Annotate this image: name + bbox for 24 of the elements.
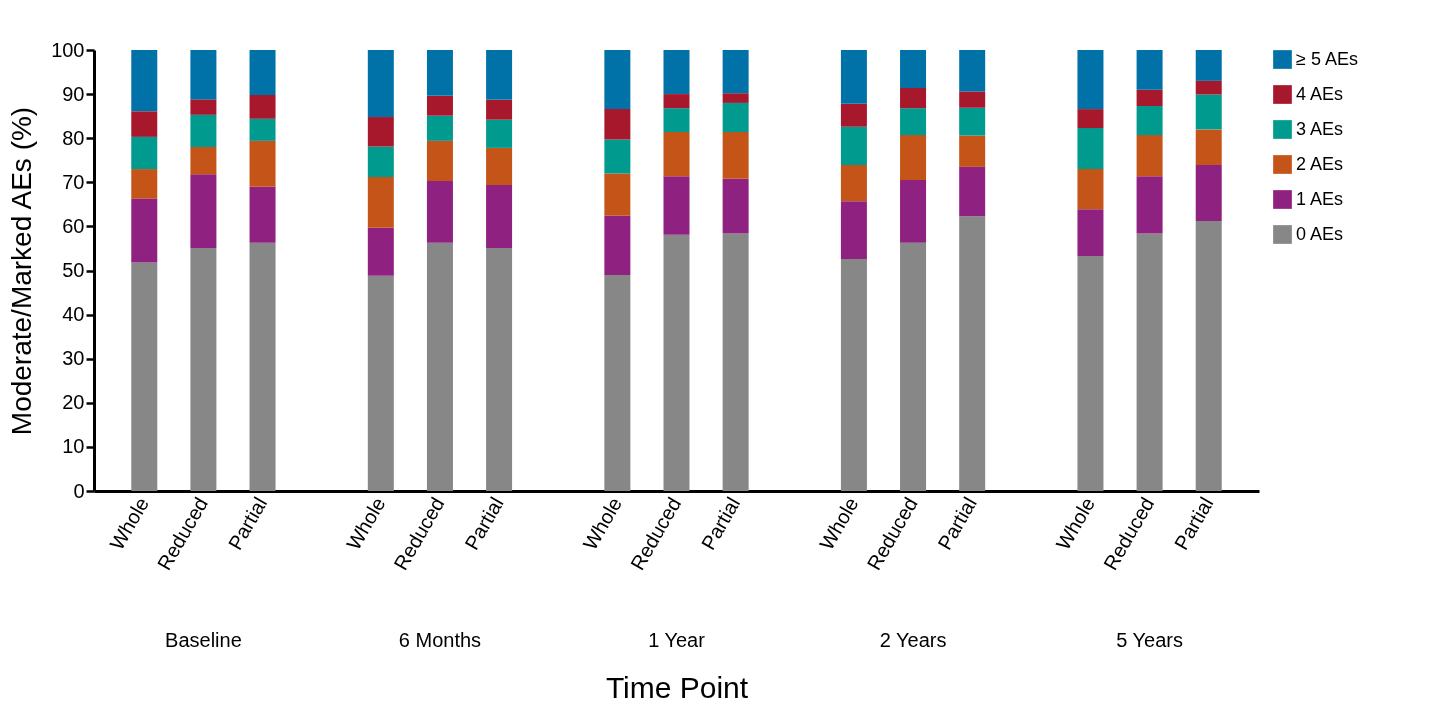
text: 1 Year bbox=[648, 629, 706, 651]
y-tick-label: 40 bbox=[62, 303, 85, 326]
text: Baseline bbox=[165, 629, 242, 651]
legend-label: 1 AEs bbox=[1296, 188, 1344, 209]
y-tick-label: 50 bbox=[62, 259, 85, 281]
y-tick-label: 10 bbox=[62, 435, 85, 458]
y-axis-title: Moderate/Marked AEs (%) bbox=[6, 106, 38, 436]
x-axis-title: Time Point bbox=[605, 670, 749, 704]
y-tick-label: 70 bbox=[62, 170, 85, 193]
legend-label: 0 AEs bbox=[1296, 223, 1344, 244]
text: 2 Years bbox=[879, 629, 947, 651]
legend-label: ≥ 5 AEs bbox=[1296, 48, 1358, 69]
y-tick-label: 0 bbox=[73, 479, 85, 502]
legend-label: 4 AEs bbox=[1296, 83, 1344, 104]
text: 6 Months bbox=[398, 629, 482, 651]
y-tick-label: 60 bbox=[62, 214, 85, 237]
y-tick-label: 90 bbox=[62, 82, 85, 105]
legend-label: 3 AEs bbox=[1296, 118, 1344, 139]
text: 5 Years bbox=[1116, 629, 1183, 651]
y-tick-label: 30 bbox=[62, 347, 85, 370]
y-tick-label: 20 bbox=[62, 391, 85, 414]
y-tick-label: 100 bbox=[51, 38, 85, 61]
legend-label: 2 AEs bbox=[1296, 153, 1344, 174]
y-tick-label: 80 bbox=[62, 126, 85, 149]
